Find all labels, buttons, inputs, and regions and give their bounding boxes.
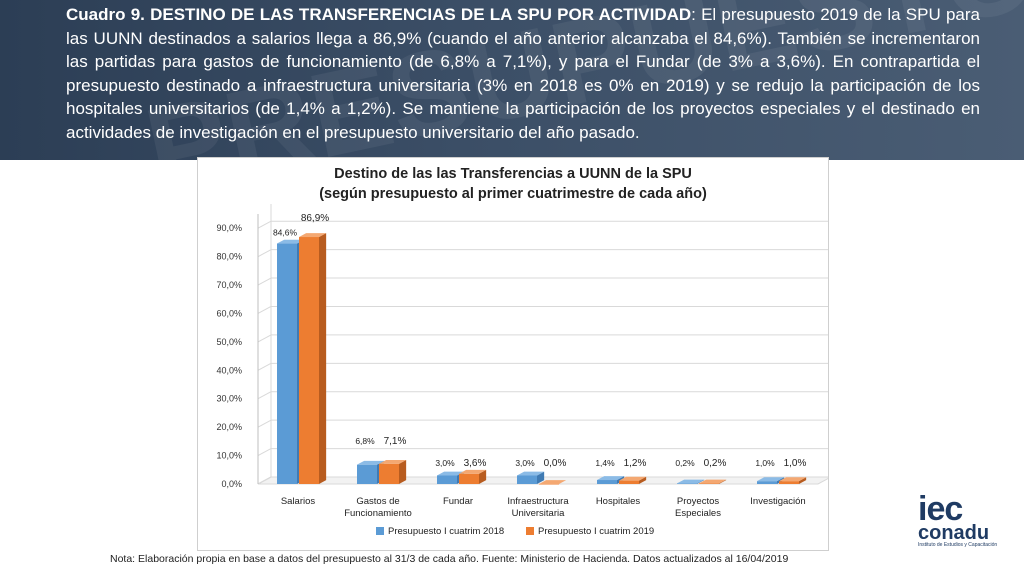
legend-swatch — [526, 527, 534, 535]
bar-front — [699, 483, 719, 484]
x-tick-label: Salarios — [281, 496, 316, 507]
bar-top — [379, 459, 407, 464]
bar-side — [697, 479, 705, 484]
data-label: 7,1% — [384, 436, 407, 447]
gridline-depth — [257, 249, 272, 258]
bar-top — [757, 477, 785, 482]
data-label: 1,2% — [624, 458, 647, 469]
cuadro-title: Cuadro 9. DESTINO DE LAS TRANSFERENCIAS … — [66, 5, 692, 24]
gridline-depth — [257, 391, 272, 400]
data-label: 84,6% — [273, 228, 298, 238]
gridline-depth — [257, 334, 272, 343]
gridline-depth — [257, 448, 272, 457]
gridline-depth — [257, 476, 272, 485]
chart-title-line2: (según presupuesto al primer cuatrimestr… — [319, 186, 707, 202]
x-tick-label: Fundar — [443, 496, 473, 507]
bar-top — [517, 471, 545, 476]
bar-top — [357, 460, 385, 465]
bar-front — [757, 481, 777, 484]
y-tick-label: 50,0% — [216, 337, 242, 347]
bar-front — [379, 463, 399, 484]
legend-label: Presupuesto I cuatrim 2019 — [538, 526, 654, 537]
gridline-depth — [257, 306, 272, 314]
bar-front — [299, 237, 319, 484]
bar-front — [277, 243, 297, 484]
bar-top — [619, 476, 647, 481]
y-tick-label: 60,0% — [216, 308, 242, 318]
bar-front — [597, 480, 617, 484]
bar-front — [539, 484, 559, 485]
data-label: 0,2% — [675, 458, 695, 468]
data-label: 86,9% — [301, 213, 329, 224]
gridline-depth — [257, 220, 272, 229]
gridline-depth — [257, 419, 272, 428]
y-tick-label: 80,0% — [216, 252, 242, 262]
x-tick-label: Funcionamiento — [344, 508, 412, 519]
data-label: 6,8% — [355, 436, 375, 446]
iec-conadu-logo: iec conadu Instituto de Estudios y Capac… — [918, 490, 1008, 554]
bar-front — [779, 481, 799, 484]
data-label: 0,2% — [704, 458, 727, 469]
data-label: 3,6% — [464, 458, 487, 469]
legend-swatch — [376, 527, 384, 535]
y-tick-label: 0,0% — [221, 479, 242, 489]
bar-front — [357, 464, 377, 484]
x-tick-label: Proyectos — [677, 496, 719, 507]
bar-side — [639, 476, 647, 484]
bar-front — [677, 483, 697, 484]
header-body: : El presupuesto 2019 de la SPU para las… — [66, 5, 981, 142]
header-banner: PRESUPUESTO Cuadro 9. DESTINO DE LAS TRA… — [0, 0, 1024, 160]
y-tick-label: 30,0% — [216, 394, 242, 404]
bar-side — [399, 459, 407, 484]
bar-top — [539, 480, 567, 484]
y-tick-label: 40,0% — [216, 365, 242, 375]
bar-top — [779, 477, 807, 482]
bar-front — [437, 475, 457, 484]
bar-top — [459, 469, 487, 474]
bar-side — [799, 477, 807, 484]
data-label: 1,0% — [784, 458, 807, 469]
gridline-depth — [257, 362, 272, 371]
gridline-depth — [257, 277, 272, 286]
logo-subtitle: Instituto de Estudios y Capacitación — [918, 542, 998, 548]
y-tick-label: 10,0% — [216, 451, 242, 461]
bar-front — [517, 475, 537, 484]
data-label: 1,0% — [755, 458, 775, 468]
bar-side — [319, 233, 327, 484]
bar-front — [619, 480, 639, 484]
x-tick-label: Universitaria — [512, 508, 566, 519]
data-label: 0,0% — [544, 458, 567, 469]
data-label: 3,0% — [435, 458, 455, 468]
bar-top — [597, 476, 625, 481]
logo-iec: iec — [918, 490, 963, 528]
data-label: 1,4% — [595, 458, 615, 468]
legend-label: Presupuesto I cuatrim 2018 — [388, 526, 504, 537]
chart-container: Destino de las las Transferencias a UUNN… — [197, 157, 829, 551]
bar-side — [537, 471, 545, 484]
data-label: 3,0% — [515, 458, 535, 468]
y-tick-label: 90,0% — [216, 223, 242, 233]
footnote: Nota: Elaboración propia en base a datos… — [110, 553, 789, 565]
x-tick-label: Infraestructura — [507, 496, 569, 507]
x-tick-label: Gastos de — [356, 496, 399, 507]
bar-side — [479, 469, 487, 484]
chart-title: Destino de las las Transferencias a UUNN… — [198, 164, 828, 204]
chart-title-line1: Destino de las las Transferencias a UUNN… — [334, 166, 692, 182]
bar-front — [459, 473, 479, 484]
bar-top — [437, 471, 465, 476]
bar-top — [699, 479, 727, 484]
bar-top — [677, 479, 705, 484]
bar-side — [719, 479, 727, 484]
y-tick-label: 20,0% — [216, 422, 242, 432]
x-tick-label: Hospitales — [596, 496, 641, 507]
bar-top — [299, 233, 327, 238]
logo-conadu: conadu — [918, 522, 990, 544]
header-text: Cuadro 9. DESTINO DE LAS TRANSFERENCIAS … — [66, 3, 980, 144]
x-tick-label: Investigación — [750, 496, 805, 507]
bar-top — [277, 239, 305, 244]
y-tick-label: 70,0% — [216, 280, 242, 290]
x-tick-label: Especiales — [675, 508, 721, 519]
bar-chart: 0,0% 10,0% 20,0% 30,0% 40,0% 50,0% 60,0% 70,0% 8… — [216, 204, 828, 537]
